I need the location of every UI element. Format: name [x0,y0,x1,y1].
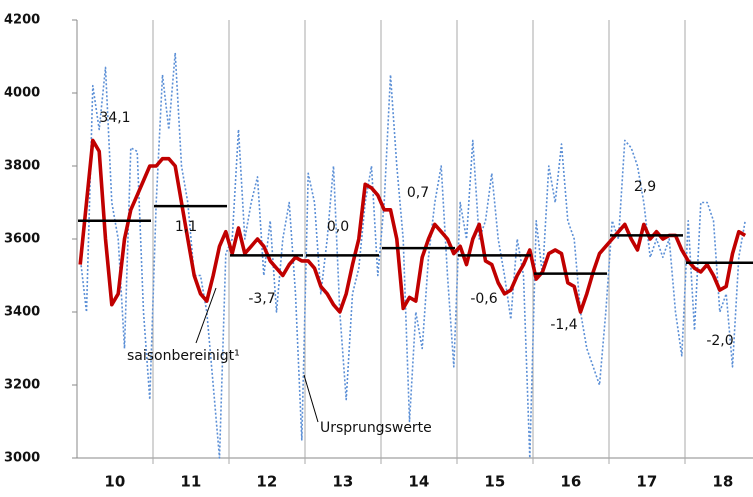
change-label: -1,4 [550,317,577,333]
y-tick-label: 3800 [4,159,40,174]
y-tick-label: 3600 [4,232,40,247]
change-label: 0,0 [327,219,349,235]
x-tick-label: 18 [712,473,733,491]
change-label: 1,1 [175,219,197,235]
x-tick-label: 13 [332,473,353,491]
x-tick-label: 15 [484,473,505,491]
y-tick-label: 3400 [4,305,40,320]
original-line [79,52,746,459]
adjusted-line [78,138,747,314]
series-annotation: saisonbereinigt¹ [127,348,240,364]
change-label: -3,7 [248,291,275,307]
x-tick-label: 17 [636,473,657,491]
x-tick-label: 10 [104,473,125,491]
change-label: 0,7 [407,185,429,201]
change-label: -0,6 [470,291,497,307]
change-label: 2,9 [634,179,656,195]
y-tick-label: 4200 [4,13,40,28]
x-tick-label: 11 [180,473,201,491]
change-label: 34,1 [99,110,130,126]
change-label: -2,0 [706,333,733,349]
leader-line [195,287,217,344]
x-tick-label: 16 [560,473,581,491]
y-tick-label: 3200 [4,378,40,393]
x-tick-label: 12 [256,473,277,491]
y-tick-label: 4000 [4,86,40,101]
y-tick-label: 3000 [4,451,40,466]
leader-line [303,374,319,423]
x-tick-label: 14 [408,473,429,491]
series-annotation: Ursprungswerte [320,420,432,436]
